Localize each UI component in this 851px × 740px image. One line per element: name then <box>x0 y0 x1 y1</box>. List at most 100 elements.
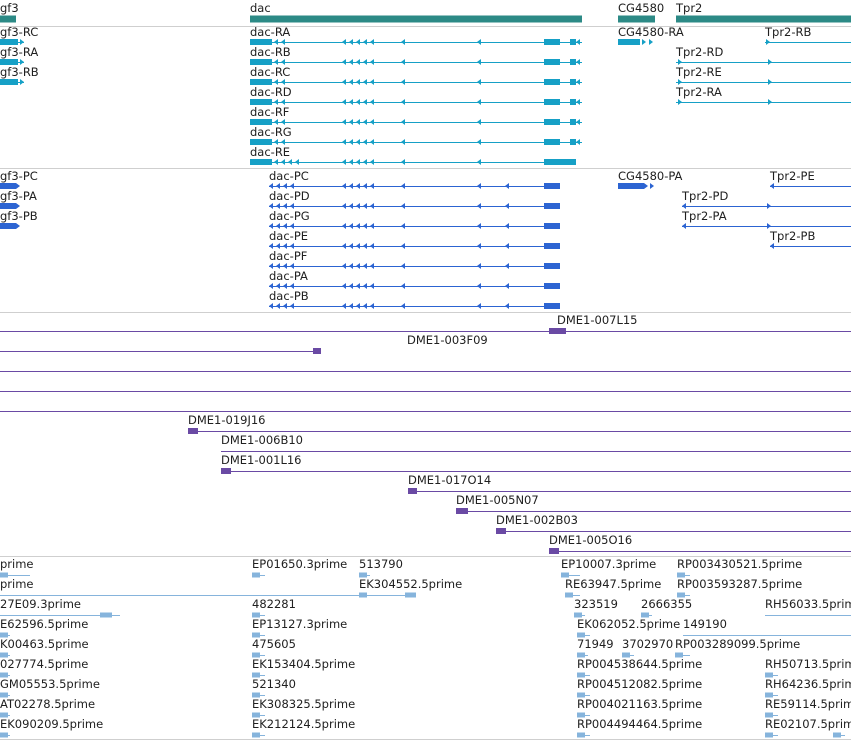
strand-arrow[interactable] <box>363 99 367 105</box>
strand-arrow[interactable] <box>356 223 360 229</box>
strand-arrow[interactable] <box>283 203 287 209</box>
clone-line[interactable] <box>188 431 851 432</box>
protein-label[interactable]: gf3-PC <box>0 169 38 183</box>
est-label[interactable]: 71949 <box>577 637 614 651</box>
clone-line[interactable] <box>496 531 851 532</box>
strand-arrow[interactable] <box>370 243 374 249</box>
transcript-line[interactable] <box>250 102 582 103</box>
strand-arrow[interactable] <box>770 243 774 249</box>
strand-arrow[interactable] <box>505 283 509 289</box>
strand-arrow[interactable] <box>363 39 367 45</box>
exon-block[interactable] <box>250 139 272 145</box>
est-block[interactable] <box>677 592 685 598</box>
strand-arrow[interactable] <box>477 203 481 209</box>
strand-arrow[interactable] <box>349 139 353 145</box>
strand-arrow[interactable] <box>370 263 374 269</box>
protein-label[interactable]: CG4580-PA <box>618 169 683 183</box>
strand-arrow[interactable] <box>363 283 367 289</box>
gene-bar[interactable] <box>618 15 655 23</box>
est-line[interactable] <box>561 575 580 576</box>
est-block[interactable] <box>100 612 112 618</box>
est-label[interactable]: EK153404.5prime <box>252 657 356 671</box>
est-label[interactable]: EP01650.3prime <box>252 557 348 571</box>
strand-arrow[interactable] <box>768 59 772 65</box>
est-label[interactable]: EK212124.5prime <box>252 717 356 731</box>
protein-label[interactable]: dac-PF <box>269 249 308 263</box>
est-label[interactable]: prime <box>0 557 34 571</box>
cds-block[interactable] <box>0 183 16 189</box>
strand-arrow[interactable] <box>276 223 280 229</box>
protein-label[interactable]: Tpr2-PA <box>682 209 727 223</box>
strand-arrow[interactable] <box>477 263 481 269</box>
strand-arrow[interactable] <box>363 79 367 85</box>
est-label[interactable]: AT02278.5prime <box>0 697 96 711</box>
strand-arrow[interactable] <box>363 263 367 269</box>
strand-arrow[interactable] <box>363 139 367 145</box>
cds-block[interactable] <box>544 263 560 269</box>
est-block[interactable] <box>405 592 416 598</box>
exon-block[interactable] <box>544 139 560 145</box>
protein-label[interactable]: dac-PB <box>269 289 309 303</box>
strand-arrow[interactable] <box>356 119 360 125</box>
est-block[interactable] <box>252 632 260 638</box>
est-label[interactable]: RP003430521.5prime <box>677 557 803 571</box>
strand-arrow[interactable] <box>768 99 772 105</box>
clone-line[interactable] <box>221 471 851 472</box>
strand-arrow[interactable] <box>281 119 285 125</box>
protein-line[interactable] <box>269 246 560 247</box>
strand-arrow[interactable] <box>370 203 374 209</box>
strand-arrow[interactable] <box>290 223 294 229</box>
gene-label-cg4580[interactable]: CG4580 <box>618 1 665 15</box>
strand-arrow[interactable] <box>505 183 509 189</box>
strand-arrow[interactable] <box>766 39 770 45</box>
protein-line[interactable] <box>269 226 560 227</box>
strand-arrow[interactable] <box>342 59 346 65</box>
strand-arrow[interactable] <box>370 99 374 105</box>
strand-arrow[interactable] <box>767 223 771 229</box>
strand-arrow[interactable] <box>269 223 273 229</box>
strand-arrow[interactable] <box>342 79 346 85</box>
est-block[interactable] <box>252 732 260 738</box>
strand-arrow[interactable] <box>342 159 346 165</box>
est-block[interactable] <box>677 572 685 578</box>
strand-arrow[interactable] <box>274 99 278 105</box>
strand-arrow[interactable] <box>363 243 367 249</box>
strand-arrow[interactable] <box>349 283 353 289</box>
strand-arrow[interactable] <box>477 139 481 145</box>
strand-arrow[interactable] <box>682 223 686 229</box>
strand-arrow[interactable] <box>356 263 360 269</box>
strand-arrow[interactable] <box>363 223 367 229</box>
strand-arrow[interactable] <box>349 223 353 229</box>
est-block[interactable] <box>359 572 367 578</box>
strand-arrow[interactable] <box>477 39 481 45</box>
est-label[interactable]: E62596.5prime <box>0 617 89 631</box>
gene-label-dac[interactable]: dac <box>250 1 271 15</box>
strand-arrow[interactable] <box>342 263 346 269</box>
est-label[interactable]: 3702970 <box>622 637 674 651</box>
strand-arrow[interactable] <box>349 39 353 45</box>
strand-arrow[interactable] <box>505 223 509 229</box>
strand-arrow[interactable] <box>401 139 405 145</box>
strand-arrow[interactable] <box>477 283 481 289</box>
strand-arrow[interactable] <box>576 59 580 65</box>
strand-arrow[interactable] <box>678 99 682 105</box>
protein-line[interactable] <box>770 246 851 247</box>
est-block[interactable] <box>252 692 260 698</box>
strand-arrow[interactable] <box>342 183 346 189</box>
est-label[interactable]: EK308325.5prime <box>252 697 356 711</box>
strand-arrow[interactable] <box>342 119 346 125</box>
exon-block[interactable] <box>250 119 272 125</box>
strand-arrow[interactable] <box>269 303 273 309</box>
clone-end[interactable] <box>456 508 468 514</box>
exon-block[interactable] <box>250 159 272 165</box>
clone-label[interactable]: DME1-017O14 <box>408 473 492 487</box>
exon-block[interactable] <box>544 99 560 105</box>
exon-block[interactable] <box>570 99 576 105</box>
transcript-line[interactable] <box>250 42 582 43</box>
transcript-line[interactable] <box>250 62 582 63</box>
strand-arrow[interactable] <box>767 203 771 209</box>
strand-arrow[interactable] <box>401 159 405 165</box>
gene-label-fgf3[interactable]: gf3 <box>0 1 19 15</box>
protein-label[interactable]: gf3-PA <box>0 189 37 203</box>
clone-line[interactable] <box>0 351 321 352</box>
